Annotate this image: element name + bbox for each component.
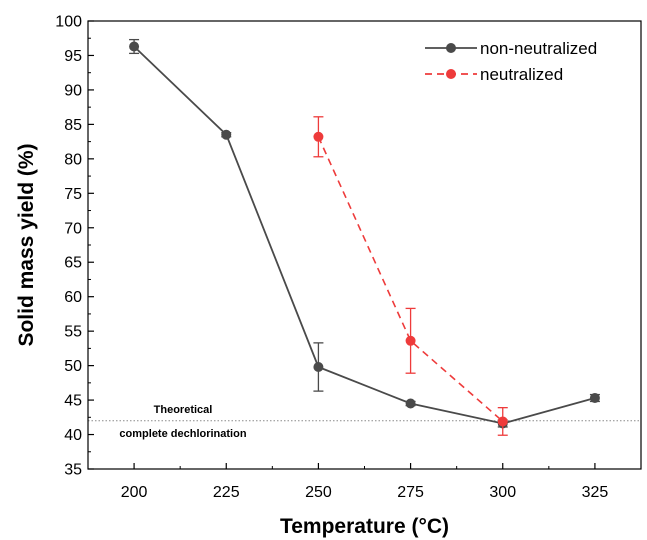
y-tick-label: 85 xyxy=(64,117,82,134)
y-axis-title: Solid mass yield (%) xyxy=(15,143,38,346)
y-tick-label: 70 xyxy=(64,220,82,237)
series-line-neutralized xyxy=(317,136,504,423)
series-line-non-neutralized xyxy=(133,45,596,425)
plot-frame xyxy=(87,20,642,470)
x-tick-label: 200 xyxy=(121,484,148,501)
axis-layer: 35 40 45 50 55 60 65 70 75 80 85 90 95 100 200 225 250 27… xyxy=(55,14,608,502)
data-point-non-neutralized xyxy=(129,41,140,52)
data-point-neutralized xyxy=(313,131,324,142)
data-point-neutralized xyxy=(497,416,508,427)
y-tick-label: 90 xyxy=(64,82,82,99)
x-tick-label: 225 xyxy=(213,484,240,501)
y-tick-label: 40 xyxy=(64,427,82,444)
y-tick-label: 60 xyxy=(64,289,82,306)
legend: non-neutralized neutralized xyxy=(425,39,597,84)
data-point-non-neutralized xyxy=(313,361,324,372)
data-point-non-neutralized xyxy=(405,398,416,409)
reference-label-line2: complete dechlorination xyxy=(119,428,246,440)
legend-label-neutralized: neutralized xyxy=(480,65,563,84)
y-tick-label: 75 xyxy=(64,186,82,203)
y-tick-label: 100 xyxy=(55,14,82,31)
y-tick-label: 45 xyxy=(64,393,82,410)
data-point-non-neutralized xyxy=(589,393,600,404)
x-tick-label: 250 xyxy=(305,484,332,501)
x-tick-label: 300 xyxy=(489,484,516,501)
series-layer xyxy=(129,38,600,436)
legend-marker-neutralized xyxy=(446,69,456,79)
reference-label-line1: Theoretical xyxy=(154,404,213,416)
y-tick-label: 50 xyxy=(64,358,82,375)
data-point-neutralized xyxy=(405,335,416,346)
y-tick-label: 65 xyxy=(64,255,82,272)
x-tick-label: 275 xyxy=(397,484,424,501)
y-tick-label: 80 xyxy=(64,151,82,168)
y-tick-label: 35 xyxy=(64,462,82,479)
legend-label-non-neutralized: non-neutralized xyxy=(480,39,597,58)
x-tick-label: 325 xyxy=(582,484,609,501)
legend-marker-non-neutralized xyxy=(446,43,456,53)
y-tick-label: 95 xyxy=(64,48,82,65)
data-point-non-neutralized xyxy=(221,129,232,140)
y-tick-label: 55 xyxy=(64,324,82,341)
x-axis-title: Temperature (°C) xyxy=(280,515,449,538)
